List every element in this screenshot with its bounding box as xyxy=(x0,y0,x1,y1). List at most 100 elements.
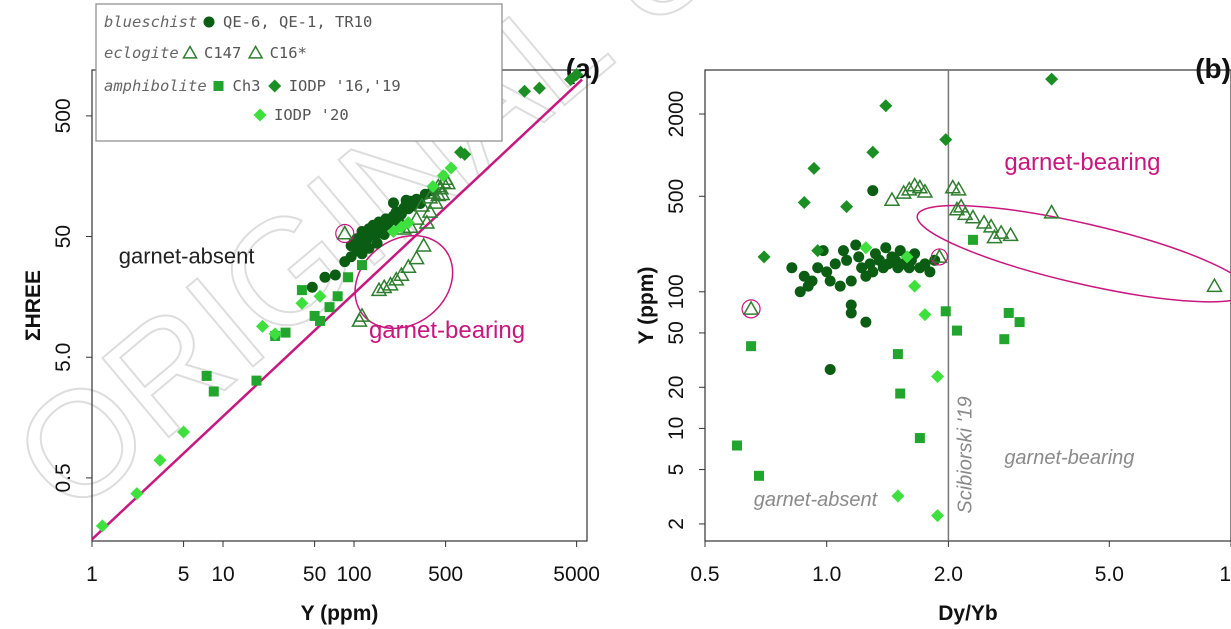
panel-b-outlier-ring xyxy=(930,248,949,266)
panel-b-point xyxy=(1014,317,1025,328)
panel-a-point xyxy=(415,237,432,252)
panel-b-point xyxy=(982,218,1000,233)
panel-b-point xyxy=(841,254,853,266)
panel-a-point xyxy=(375,278,393,294)
panel-b-annotation-garnet-bearing: garnet-bearing xyxy=(1004,149,1160,176)
panel-b-point xyxy=(806,275,818,287)
panel-a-point xyxy=(570,68,584,82)
panel-a-annotation-garnet-bearing: garnet-bearing xyxy=(369,317,525,344)
panel-b-point xyxy=(986,228,1003,244)
legend-entry-Ch3: Ch3 xyxy=(233,77,261,95)
panel-b-point xyxy=(891,489,905,503)
panel-b-point xyxy=(918,308,932,322)
legend-marker-triangle-open xyxy=(247,44,264,59)
panel-b-point xyxy=(860,316,872,328)
panel-a-point xyxy=(329,269,341,281)
panel-a-x-tick-label: 100 xyxy=(337,563,372,586)
panel-a-point xyxy=(353,307,371,322)
panel-b-point xyxy=(821,266,833,278)
panel-b-y-tick-label: 50 xyxy=(665,321,688,344)
panel-a-point xyxy=(268,327,282,341)
panel-b-point xyxy=(824,275,836,287)
panel-a-x-tick-label: 5000 xyxy=(553,563,600,586)
panel-b-point xyxy=(939,133,953,147)
panel-b-point xyxy=(1043,204,1060,219)
panel-b-point xyxy=(807,161,821,175)
panel-a-point xyxy=(315,315,326,326)
panel-b-point xyxy=(900,250,914,264)
panel-b-chart: 0.5 1.0 2.0 5.0 10 2 5 10 20 50 100 500 2000 Dy/Yb Y (… xyxy=(635,53,1231,625)
panel-b-annotation-garnet-absent: garnet-absent xyxy=(754,489,879,511)
panel-b-point xyxy=(797,196,811,210)
panel-a-y-tick-label: 0.5 xyxy=(52,463,75,492)
panel-b-point xyxy=(975,214,993,229)
panel-b-garnet-ellipse xyxy=(916,204,1231,303)
panel-b-point xyxy=(992,224,1010,239)
panel-a-point xyxy=(427,194,444,209)
panel-b-point xyxy=(967,234,978,245)
panel-a-point xyxy=(433,185,451,201)
panel-b-point xyxy=(1003,307,1014,318)
panel-a-outlier-ring xyxy=(335,223,355,244)
panel-a-point xyxy=(400,194,412,206)
panel-a-point xyxy=(306,281,318,293)
panel-a-point xyxy=(436,169,450,183)
legend: blueschist QE-6, QE-1, TR10 eclogite C147 C1… xyxy=(95,3,503,142)
panel-b-point xyxy=(829,258,841,270)
legend-marker-diamond xyxy=(268,79,282,93)
legend-rock-amphibolite: amphibolite xyxy=(104,77,207,95)
panel-b-point xyxy=(924,266,936,278)
panel-b-point xyxy=(948,201,966,216)
panel-a-point xyxy=(426,179,440,193)
panel-a-point xyxy=(95,519,109,533)
panel-b-x-tick-label: 5.0 xyxy=(1095,563,1124,586)
panel-b-point xyxy=(1045,72,1059,86)
panel-b-point xyxy=(952,198,970,213)
panel-b-point xyxy=(999,334,1010,345)
panel-b-series-iodp-16-19 xyxy=(757,72,1059,264)
panel-b-point xyxy=(845,299,857,311)
panel-b-point xyxy=(940,306,951,317)
panel-b-point xyxy=(931,248,948,263)
panel-b-point xyxy=(951,325,962,336)
legend-entry-C16-: C16* xyxy=(270,44,307,62)
panel-b-point xyxy=(850,239,862,251)
panel-a-x-axis-title: Y (ppm) xyxy=(301,602,379,625)
legend-marker-circle xyxy=(203,16,215,28)
panel-a-point xyxy=(313,289,327,303)
panel-a-point xyxy=(408,249,425,265)
panel-b-outlier-ring xyxy=(741,299,761,319)
panel-b-point xyxy=(786,262,798,274)
panel-b-point xyxy=(883,191,901,206)
panel-a-one-to-one-line xyxy=(91,78,583,541)
panel-a-point xyxy=(251,375,262,386)
panel-a-point xyxy=(345,240,357,252)
panel-b-point xyxy=(845,307,857,319)
panel-a-point xyxy=(401,216,415,230)
panel-b-point xyxy=(794,286,806,298)
legend-rock-blueschist: blueschist xyxy=(104,13,197,31)
panel-b-point xyxy=(840,200,854,214)
panel-a-point xyxy=(413,197,431,212)
panel-b-x-tick-label: 0.5 xyxy=(690,563,719,586)
panel-b-point xyxy=(956,205,974,221)
panel-a-point xyxy=(201,370,212,381)
panel-a-point xyxy=(371,237,383,249)
panel-a-series-iodp-20 xyxy=(95,161,458,533)
panel-b-point xyxy=(811,244,825,258)
legend-entry-IODP-16-19: IODP '16,'19 xyxy=(289,77,401,95)
panel-b-point xyxy=(845,275,857,287)
panel-a-y-tick-label: 50 xyxy=(52,225,75,248)
panel-b-point xyxy=(919,258,931,270)
panel-b-x-axis-title: Dy/Yb xyxy=(938,602,998,625)
panel-a-point xyxy=(387,197,399,209)
panel-a-x-tick-label: 1 xyxy=(86,563,98,586)
panel-a-y-axis-title: ΣHREE xyxy=(22,270,45,341)
panel-b-point xyxy=(812,262,824,274)
panel-a-series-blueschist xyxy=(306,185,439,293)
panel-b-y-axis-title: Y (ppm) xyxy=(635,267,658,345)
panel-a-point xyxy=(208,386,219,397)
legend-marker-square xyxy=(213,81,224,91)
legend-marker-triangle-open xyxy=(182,44,198,59)
